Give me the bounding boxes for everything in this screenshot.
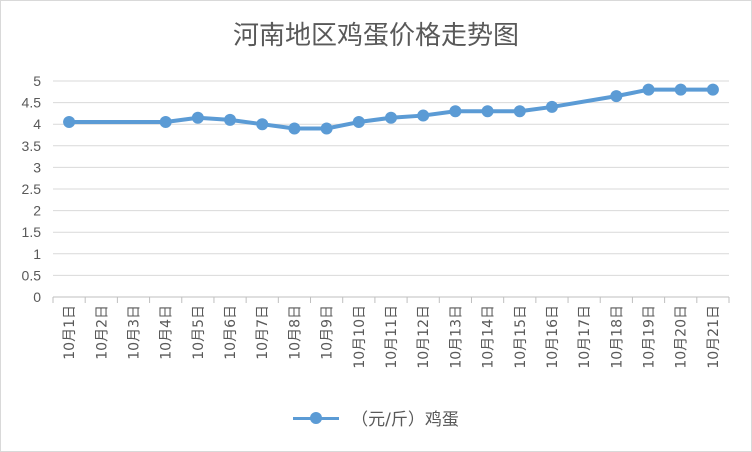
x-tick-label: 10月16日 bbox=[545, 305, 561, 369]
y-tick-label: 1 bbox=[33, 246, 41, 262]
data-point bbox=[352, 116, 365, 129]
x-tick-label: 10月11日 bbox=[384, 305, 400, 369]
data-point bbox=[481, 105, 494, 118]
data-point bbox=[63, 116, 76, 129]
x-tick-label: 10月1日 bbox=[62, 305, 78, 360]
x-tick-label: 10月12日 bbox=[416, 305, 432, 369]
x-tick-label: 10月20日 bbox=[674, 305, 690, 369]
x-tick-label: 10月17日 bbox=[577, 305, 593, 369]
data-point bbox=[513, 105, 526, 118]
y-tick-label: 4.5 bbox=[22, 95, 42, 111]
x-tick-label: 10月18日 bbox=[609, 305, 625, 369]
x-tick-label: 10月4日 bbox=[159, 305, 175, 360]
data-point bbox=[159, 116, 172, 129]
x-tick-label: 10月13日 bbox=[448, 305, 464, 369]
data-point bbox=[674, 83, 687, 96]
data-point bbox=[642, 83, 655, 96]
data-point bbox=[288, 122, 301, 135]
y-tick-label: 5 bbox=[33, 73, 41, 89]
x-tick-label: 10月6日 bbox=[223, 305, 239, 360]
x-tick-label: 10月3日 bbox=[126, 305, 142, 360]
x-tick-label: 10月15日 bbox=[513, 305, 529, 369]
x-tick-label: 10月5日 bbox=[191, 305, 207, 360]
x-tick-label: 10月21日 bbox=[706, 305, 722, 369]
x-tick-label: 10月10日 bbox=[352, 305, 368, 369]
y-tick-label: 4 bbox=[33, 116, 41, 132]
x-tick-label: 10月14日 bbox=[481, 305, 497, 369]
x-tick-label: 10月7日 bbox=[255, 305, 271, 360]
data-point bbox=[449, 105, 462, 118]
y-tick-label: 3.5 bbox=[22, 138, 42, 154]
x-tick-label: 10月9日 bbox=[320, 305, 336, 360]
data-point bbox=[385, 111, 397, 124]
y-tick-label: 2 bbox=[33, 203, 41, 219]
y-tick-label: 3 bbox=[33, 159, 41, 175]
x-tick-label: 10月2日 bbox=[94, 305, 110, 360]
legend-label: （元/斤）鸡蛋 bbox=[351, 410, 459, 430]
data-point bbox=[191, 111, 204, 124]
data-point bbox=[320, 122, 333, 135]
legend: （元/斤）鸡蛋 bbox=[1, 405, 751, 430]
data-point bbox=[256, 118, 269, 131]
legend-marker-icon bbox=[293, 408, 340, 428]
data-point bbox=[545, 100, 558, 113]
data-point bbox=[610, 90, 623, 103]
x-tick-label: 10月8日 bbox=[287, 305, 303, 360]
y-tick-label: 1.5 bbox=[22, 224, 42, 240]
data-point bbox=[417, 109, 430, 122]
data-point bbox=[706, 83, 719, 96]
y-tick-label: 0 bbox=[33, 289, 41, 305]
y-tick-label: 0.5 bbox=[22, 267, 42, 283]
y-tick-label: 2.5 bbox=[22, 181, 42, 197]
chart-title: 河南地区鸡蛋价格走势图 bbox=[232, 21, 519, 51]
x-tick-label: 10月19日 bbox=[642, 305, 658, 369]
data-point bbox=[224, 113, 237, 126]
